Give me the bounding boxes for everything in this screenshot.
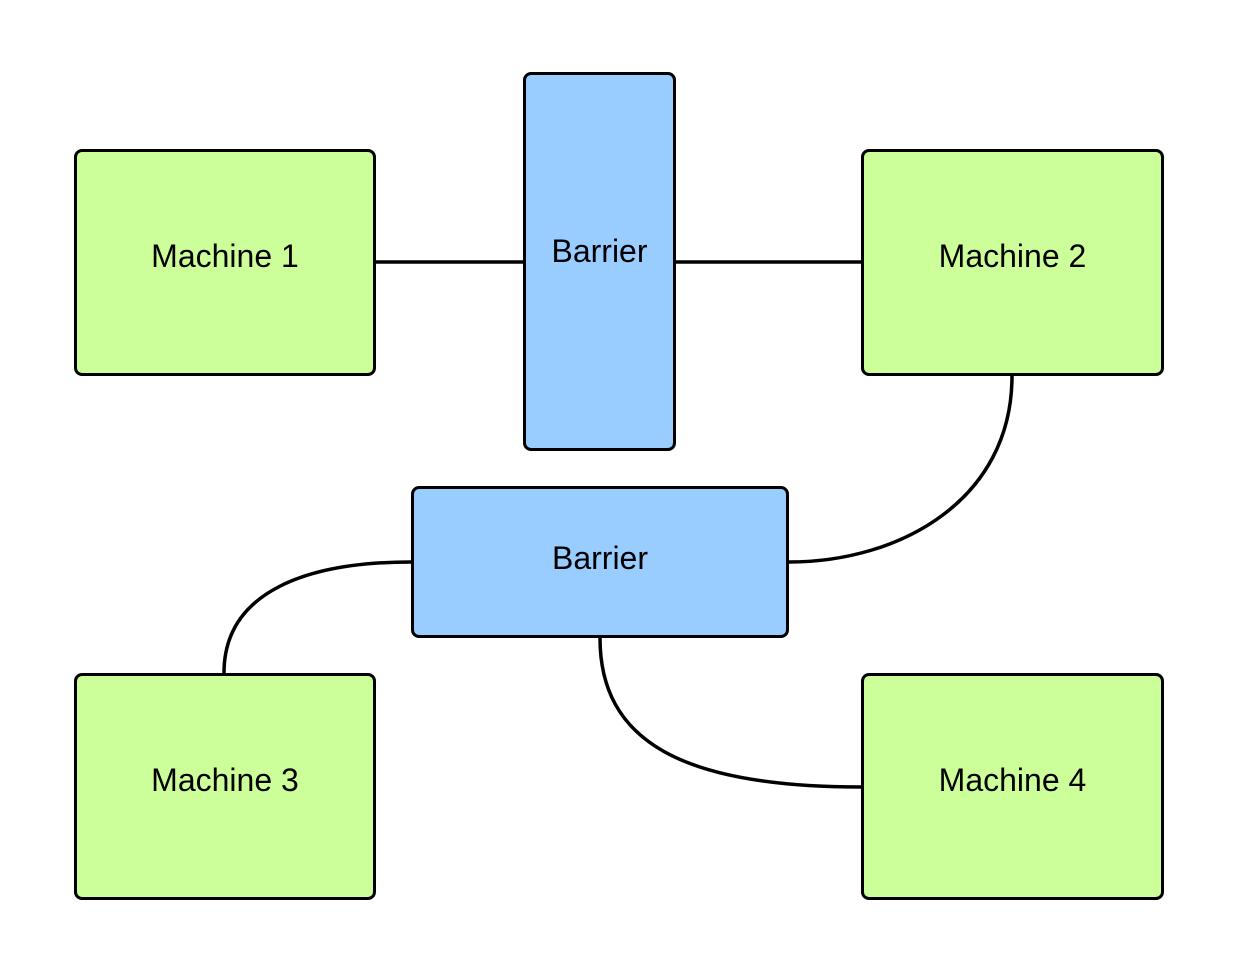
machine-1-node: Machine 1	[74, 149, 376, 376]
barrier-middle-label: Barrier	[551, 539, 648, 576]
machine-1-label: Machine 1	[151, 238, 299, 274]
connector-barrier-machine-4	[598, 637, 862, 789]
connector-machine-2-barrier	[788, 375, 1014, 564]
machine-4-label: Machine 4	[938, 762, 1087, 798]
machine-2-label: Machine 2	[938, 238, 1087, 274]
machine-3-node: Machine 3	[74, 673, 376, 900]
machine-2-node: Machine 2	[861, 149, 1164, 376]
barrier-middle-node: Barrier	[411, 486, 789, 638]
barrier-top-node: Barrier	[523, 72, 676, 451]
machine-4-node: Machine 4	[861, 673, 1164, 900]
machine-3-label: Machine 3	[151, 762, 299, 798]
barrier-top-label: Barrier	[551, 233, 648, 269]
connector-barrier-machine-3	[222, 560, 412, 674]
